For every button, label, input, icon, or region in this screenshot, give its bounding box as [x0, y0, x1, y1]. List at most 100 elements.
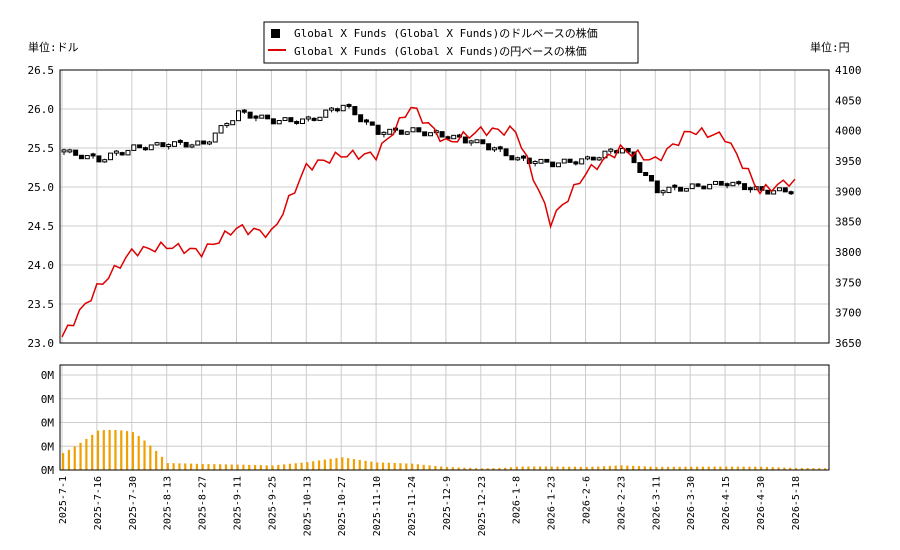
usd-candle [84, 155, 90, 160]
usd-candle [416, 127, 422, 133]
usd-candle [172, 141, 178, 147]
volume-bar [597, 466, 600, 470]
usd-candle [538, 158, 544, 164]
usd-candle [265, 114, 271, 120]
usd-candle [137, 144, 143, 149]
volume-bar [777, 467, 780, 470]
y-tick-left: 23.0 [28, 337, 55, 350]
volume-grid [60, 365, 829, 471]
y-tick-right: 4000 [835, 125, 862, 138]
usd-candle [299, 118, 305, 125]
usd-candle [497, 146, 503, 150]
volume-tick: 0M [41, 417, 55, 430]
y-tick-left: 26.0 [28, 103, 55, 116]
volume-bar [277, 464, 280, 470]
usd-candle [329, 107, 335, 111]
volume-bar [405, 463, 408, 470]
usd-candle [648, 175, 654, 182]
x-tick-label: 2026-5-18 [791, 476, 802, 530]
volume-bar [352, 459, 356, 470]
volume-bar [509, 467, 513, 470]
volume-bar [480, 468, 483, 470]
volume-bar [172, 463, 175, 470]
volume-bar [364, 460, 367, 470]
y-tick-left: 26.5 [28, 64, 55, 77]
volume-bar [696, 466, 699, 470]
volume-bar [358, 459, 361, 470]
usd-candle [236, 110, 241, 122]
volume-bar [719, 466, 722, 470]
x-tick-label: 2025-12-23 [477, 476, 488, 536]
volume-bar [294, 463, 297, 470]
usd-candle [346, 104, 352, 108]
price-marks [61, 103, 796, 338]
volume-bar [655, 466, 658, 470]
usd-candle [654, 180, 660, 194]
volume-bar [445, 466, 449, 470]
legend-label-jpy: Global X Funds (Global X Funds)の円ベースの株価 [294, 44, 587, 58]
volume-bar [312, 461, 315, 470]
volume-bar [806, 468, 809, 470]
usd-candle [695, 183, 701, 187]
x-tick-label: 2025-10-27 [337, 476, 348, 536]
x-tick-label: 2025-9-25 [267, 476, 278, 530]
x-tick-label: 2026-3-30 [686, 476, 697, 530]
usd-candle [189, 144, 195, 148]
usd-candle [201, 140, 207, 145]
x-tick-label: 2026-2-6 [582, 476, 593, 524]
volume-bar [690, 466, 693, 470]
usd-candle [183, 141, 189, 148]
volume-bar [283, 464, 286, 470]
usd-candle [387, 128, 393, 135]
y-tick-right: 3650 [835, 337, 862, 350]
volume-bar [538, 466, 542, 470]
y-tick-left: 25.0 [28, 181, 55, 194]
volume-bar [102, 430, 105, 470]
volume-marks [62, 429, 827, 470]
usd-candle [782, 187, 788, 193]
volume-bar [451, 467, 454, 470]
volume-bar [474, 468, 478, 470]
volume-bar [789, 467, 792, 470]
volume-bar [131, 432, 134, 470]
volume-bar [73, 446, 76, 470]
volume-bar [207, 464, 210, 470]
usd-candle [369, 121, 375, 126]
y-tick-right: 4100 [835, 64, 862, 77]
volume-bar [823, 468, 827, 470]
y-tick-left: 23.5 [28, 298, 55, 311]
volume-bar [347, 458, 350, 470]
usd-candle [579, 158, 585, 165]
usd-candle [108, 152, 114, 161]
volume-bar [399, 463, 402, 470]
usd-candle [561, 158, 567, 164]
volume-bar [469, 467, 472, 470]
volume-bar [184, 463, 187, 470]
usd-candle [660, 190, 666, 194]
y-tick-right: 3950 [835, 155, 862, 168]
volume-bar [533, 466, 536, 470]
usd-candle [544, 158, 550, 163]
usd-candle [334, 108, 340, 112]
volume-plot-frame [59, 364, 830, 471]
usd-candle [323, 109, 329, 118]
volume-bar [794, 467, 798, 470]
volume-bar [678, 466, 681, 470]
x-tick-label: 2025-8-13 [163, 476, 174, 530]
usd-candle [276, 119, 282, 125]
usd-candle [305, 116, 311, 120]
volume-bar [329, 458, 332, 470]
legend: Global X Funds (Global X Funds)のドルベースの株価… [263, 21, 639, 64]
legend-label-usd: Global X Funds (Global X Funds)のドルベースの株価 [294, 26, 598, 40]
x-tick-label: 2026-1-23 [547, 476, 558, 530]
usd-candle [352, 106, 358, 116]
volume-bar [189, 463, 193, 470]
legend-frame [263, 21, 639, 64]
usd-candle [724, 183, 730, 187]
volume-bar [754, 466, 757, 470]
axes-labels: 2025-7-1 2025-7-16 2025-7-30 2025-8-13 2025-… [28, 64, 862, 536]
usd-candle [317, 116, 323, 121]
volume-tick: 0M [41, 369, 55, 382]
volume-bar [317, 460, 321, 470]
volume-bar [632, 465, 635, 470]
